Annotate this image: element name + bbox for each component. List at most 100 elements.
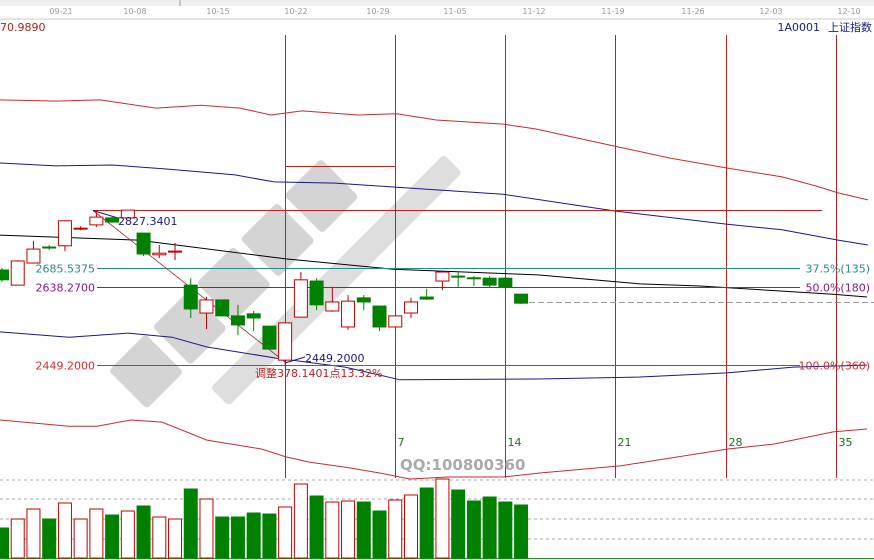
volume-bar [246,512,261,559]
volume-bar [105,514,120,559]
candle-body [514,293,529,304]
volume-bar [341,500,356,559]
candle-body [168,250,183,253]
candle-body [152,252,167,256]
volume-bar [215,516,230,559]
top-price-label: 70.9890 [0,21,46,34]
symbol-name: 上证指数 [828,20,872,34]
volume-bar [514,504,529,559]
candle-body [403,301,418,314]
candle-body [341,300,356,328]
volume-bar [120,510,135,559]
candle [0,267,9,282]
symbol-code: 1A0001 [777,21,820,34]
candle [309,278,324,311]
date-tick: 09-21 [49,7,72,16]
candle-body [136,232,151,255]
candle [403,297,418,318]
scrollbar[interactable] [0,0,874,6]
volume-bar [435,478,450,559]
candle-body [120,209,135,219]
candle [89,209,104,227]
volume-bar [325,501,340,559]
fib-left-label: 2685.5375 [36,263,96,276]
candle-body [26,248,41,264]
volume-bar [230,516,245,559]
volume-bar [498,501,513,559]
candle-body [199,299,214,314]
candle [105,217,120,223]
volume-bar [168,518,183,559]
cycle-label: 7 [398,436,405,449]
candle [42,244,57,250]
candle [246,310,261,332]
candle-body [246,313,261,319]
date-axis: 09-21 10-08 10-15 10-22 10-29 11-05 11-12 11-19… [49,7,860,16]
candle [514,293,529,305]
candle-body [482,277,497,286]
candle-body [309,280,324,306]
candle [356,294,371,311]
date-tick: 10-29 [366,7,389,16]
high-pointer [92,210,119,219]
volume-bar [262,513,277,559]
volume-bar [0,527,9,559]
candle [199,297,214,330]
lower-mid-line [0,331,868,381]
volume-bar [293,483,308,559]
candle-body [10,260,25,286]
volume-bar [183,488,198,559]
volume-bar [482,496,497,559]
volume-bar [26,508,41,559]
candle [57,220,72,252]
volume-bar [152,516,167,559]
candle [262,325,277,350]
candle-body [0,269,9,281]
candle-body [183,284,198,310]
volume-bar [57,502,72,559]
cycle-label: 14 [508,436,522,449]
candle [372,305,387,332]
candle [215,299,230,317]
candle-body [466,277,481,280]
candle [435,271,450,291]
date-tick: 10-08 [123,7,146,16]
candle-body [89,216,104,226]
candle-body [73,227,88,230]
candle-body [325,301,340,312]
candle [451,272,466,287]
fib-right-label: 37.5%(135) [805,263,870,276]
candle [120,209,135,219]
symbol-label: 1A0001 上证指数 [777,20,872,34]
ma-line [0,234,868,298]
volume-bar [372,510,387,559]
candle [230,304,245,336]
candle [278,322,293,365]
fib-right-label: 50.0%(180) [805,282,870,295]
qq-watermark: QQ:100800360 [400,456,525,474]
upper-mid-line [0,162,868,246]
volume-bar [403,494,418,559]
candle-body [388,315,403,328]
candle-body [42,246,57,249]
fib-left-label: 2449.2000 [36,360,96,373]
date-tick: 12-03 [759,7,782,16]
fib-right-label: 100.0%(360) [798,360,870,373]
date-tick: 10-22 [284,7,307,16]
date-tick: 11-05 [443,7,466,16]
volume-bar [136,505,151,559]
volume-bar [10,518,25,559]
volume-bar [419,487,434,559]
volume-bar [466,500,481,559]
candle-body [230,315,245,326]
cycle-label: 28 [729,436,743,449]
high-label: 2827.3401 [118,215,178,228]
volume-bar [42,518,57,559]
candle-body [278,322,293,361]
candle [466,276,481,286]
candle-body [356,297,371,303]
candle [388,315,403,328]
candle [136,232,151,257]
volume-bar [309,495,324,559]
